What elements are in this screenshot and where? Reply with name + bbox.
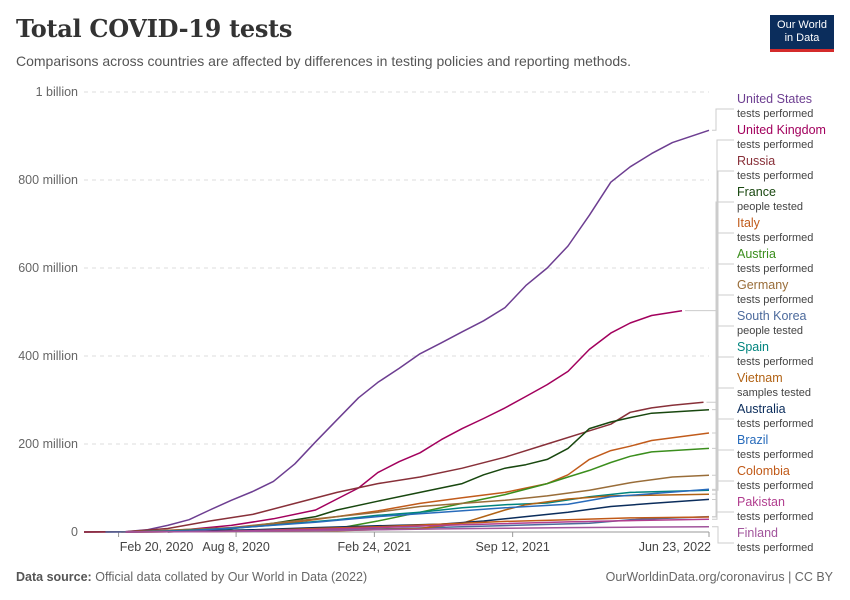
chart-subtitle: Comparisons across countries are affecte…: [16, 53, 632, 69]
legend-series-name: France: [737, 185, 776, 199]
legend-series-name: Germany: [737, 278, 789, 292]
legend-series-name: Australia: [737, 402, 786, 416]
legend-series-metric: tests performed: [737, 108, 813, 120]
legend-series-metric: tests performed: [737, 480, 813, 492]
legend-series-name: Pakistan: [737, 495, 785, 509]
legend-connector: [685, 139, 734, 312]
owid-logo[interactable]: Our World in Data: [770, 15, 834, 52]
legend-connector: [712, 263, 734, 449]
legend-series-metric: people tested: [737, 201, 803, 213]
legend-connector: [712, 387, 734, 495]
x-tick-label: Jun 23, 2022: [639, 540, 711, 554]
legend-series-metric: tests performed: [737, 170, 813, 182]
x-tick-label: Aug 8, 2020: [202, 540, 269, 554]
series-line-united-kingdom: [83, 309, 683, 533]
legend-series-name: Finland: [737, 526, 778, 540]
legend-series-name: Russia: [737, 154, 775, 168]
legend-series-metric: samples tested: [737, 387, 811, 399]
x-tick-label: Sep 12, 2021: [475, 540, 549, 554]
legend-series-metric: people tested: [737, 325, 803, 337]
legend-connector: [712, 480, 734, 518]
legend-series-name: United Kingdom: [737, 123, 826, 137]
legend-connector: [712, 356, 734, 491]
series-line-brazil: [125, 488, 710, 533]
legend-series-name: South Korea: [737, 309, 807, 323]
legend-series-metric: tests performed: [737, 232, 813, 244]
series-line-russia: [83, 401, 704, 533]
legend-series-metric: tests performed: [737, 511, 813, 523]
y-tick-label: 0: [71, 525, 78, 539]
chart-title: Total COVID-19 tests: [16, 14, 293, 43]
y-tick-label: 1 billion: [36, 85, 78, 99]
legend-connector: [712, 108, 734, 131]
series-line-united-states: [83, 129, 710, 533]
legend-connector: [712, 232, 734, 434]
legend-connector: [712, 511, 734, 520]
legend-connector: [712, 294, 734, 476]
legend-series-name: Brazil: [737, 433, 768, 447]
legend-series-metric: tests performed: [737, 418, 813, 430]
legend-connector: [712, 526, 734, 544]
legend-connector: [712, 418, 734, 500]
legend-series-name: Austria: [737, 247, 776, 261]
y-tick-label: 800 million: [18, 173, 78, 187]
legend-series-name: Italy: [737, 216, 761, 230]
data-source-text[interactable]: Official data collated by Our World in D…: [95, 570, 368, 584]
series-line-france: [167, 408, 710, 533]
legend-connector: [712, 449, 734, 490]
legend-series-metric: tests performed: [737, 449, 813, 461]
series-line-germany: [125, 474, 710, 533]
legend-series-name: Spain: [737, 340, 769, 354]
y-tick-label: 600 million: [18, 261, 78, 275]
series-line-italy: [121, 432, 710, 533]
legend-series-metric: tests performed: [737, 263, 813, 275]
series-line-finland: [125, 526, 710, 533]
logo-line-2: in Data: [784, 32, 820, 44]
legend-series-name: Colombia: [737, 464, 790, 478]
legend-series-metric: tests performed: [737, 294, 813, 306]
data-source: Data source: Official data collated by O…: [16, 570, 367, 584]
logo-line-1: Our World: [777, 19, 827, 31]
y-tick-label: 400 million: [18, 349, 78, 363]
x-tick-label: Feb 20, 2020: [120, 540, 194, 554]
footer-link[interactable]: OurWorldinData.org/coronavirus | CC BY: [605, 570, 833, 584]
legend-connector: [706, 170, 734, 403]
legend-series-metric: tests performed: [737, 356, 813, 368]
y-tick-label: 200 million: [18, 437, 78, 451]
legend-connector: [712, 325, 734, 518]
legend-series-name: United States: [737, 92, 812, 106]
x-tick-label: Feb 24, 2021: [338, 540, 412, 554]
data-source-label: Data source:: [16, 570, 92, 584]
series-line-austria: [125, 447, 710, 533]
legend-series-metric: tests performed: [737, 542, 813, 554]
legend-series-name: Vietnam: [737, 371, 783, 385]
legend-series-metric: tests performed: [737, 139, 813, 151]
